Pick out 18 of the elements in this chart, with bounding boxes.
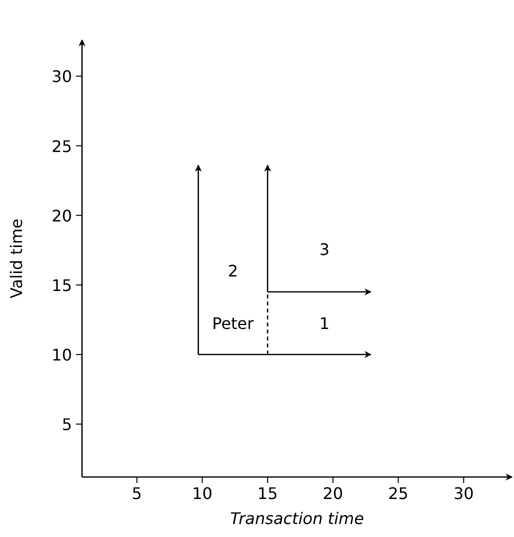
- annotation: 1: [319, 314, 330, 334]
- y-axis-title: Valid time: [7, 218, 26, 298]
- y-tick-label: 20: [52, 206, 72, 226]
- y-tick-label: 25: [52, 136, 72, 156]
- x-axis-title: Transaction time: [230, 509, 364, 528]
- y-tick-label: 15: [52, 276, 72, 295]
- x-tick-label: 25: [388, 484, 408, 503]
- annotation: 2: [228, 261, 238, 280]
- annotation: 3: [319, 240, 330, 259]
- y-tick-label: 5: [62, 415, 72, 434]
- x-tick-label: 20: [322, 484, 344, 503]
- y-tick-label: 30: [52, 67, 72, 86]
- x-tick-label: 15: [257, 484, 278, 503]
- annotation: Peter: [212, 314, 254, 334]
- x-tick-label: 5: [132, 484, 142, 503]
- y-tick-label: 10: [52, 346, 72, 365]
- x-tick-label: 30: [453, 484, 474, 503]
- x-tick-label: 10: [192, 484, 212, 503]
